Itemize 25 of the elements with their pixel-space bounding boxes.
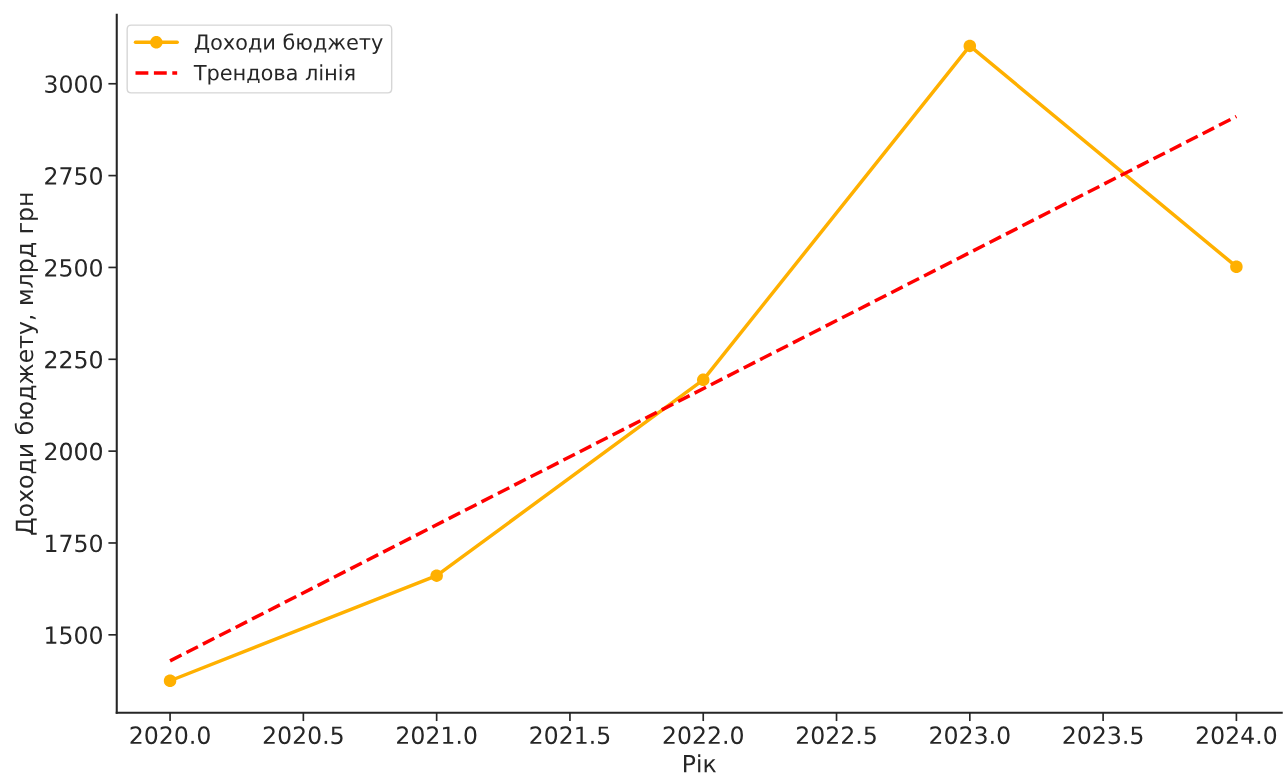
x-tick-label: 2021.0 xyxy=(397,726,477,745)
x-tick-label: 2021.5 xyxy=(530,726,610,745)
y-tick-label: 2250 xyxy=(45,350,102,369)
point xyxy=(1230,260,1243,273)
x-axis-title: Рік xyxy=(684,754,716,773)
x-tick-label: 2023.5 xyxy=(1063,726,1143,745)
x-tick-label: 2022.5 xyxy=(796,726,876,745)
y-tick-label: 2500 xyxy=(45,258,102,277)
y-tick-label: 2750 xyxy=(45,167,102,185)
point xyxy=(963,39,977,53)
y-tick-label: 1750 xyxy=(46,534,102,553)
x-tick-label: 2020.0 xyxy=(130,726,210,745)
y-tick-label: 3000 xyxy=(45,75,102,94)
x-tick-label: 2023.0 xyxy=(930,726,1010,745)
y-axis-title: Доходи бюджету, млрд грн xyxy=(14,193,38,535)
x-tick-label: 2024.0 xyxy=(1196,726,1277,745)
x-tick-label: 2020.5 xyxy=(263,726,343,745)
point xyxy=(430,569,443,582)
point xyxy=(696,373,710,387)
x-tick-label: 2022.0 xyxy=(663,726,743,745)
y-tick-label: 2000 xyxy=(45,442,102,461)
point xyxy=(163,674,177,687)
y-tick-label: 1500 xyxy=(46,626,102,645)
legend-label: Трендова лінія xyxy=(193,64,355,85)
legend-label: Доходи бюджету xyxy=(194,33,383,54)
